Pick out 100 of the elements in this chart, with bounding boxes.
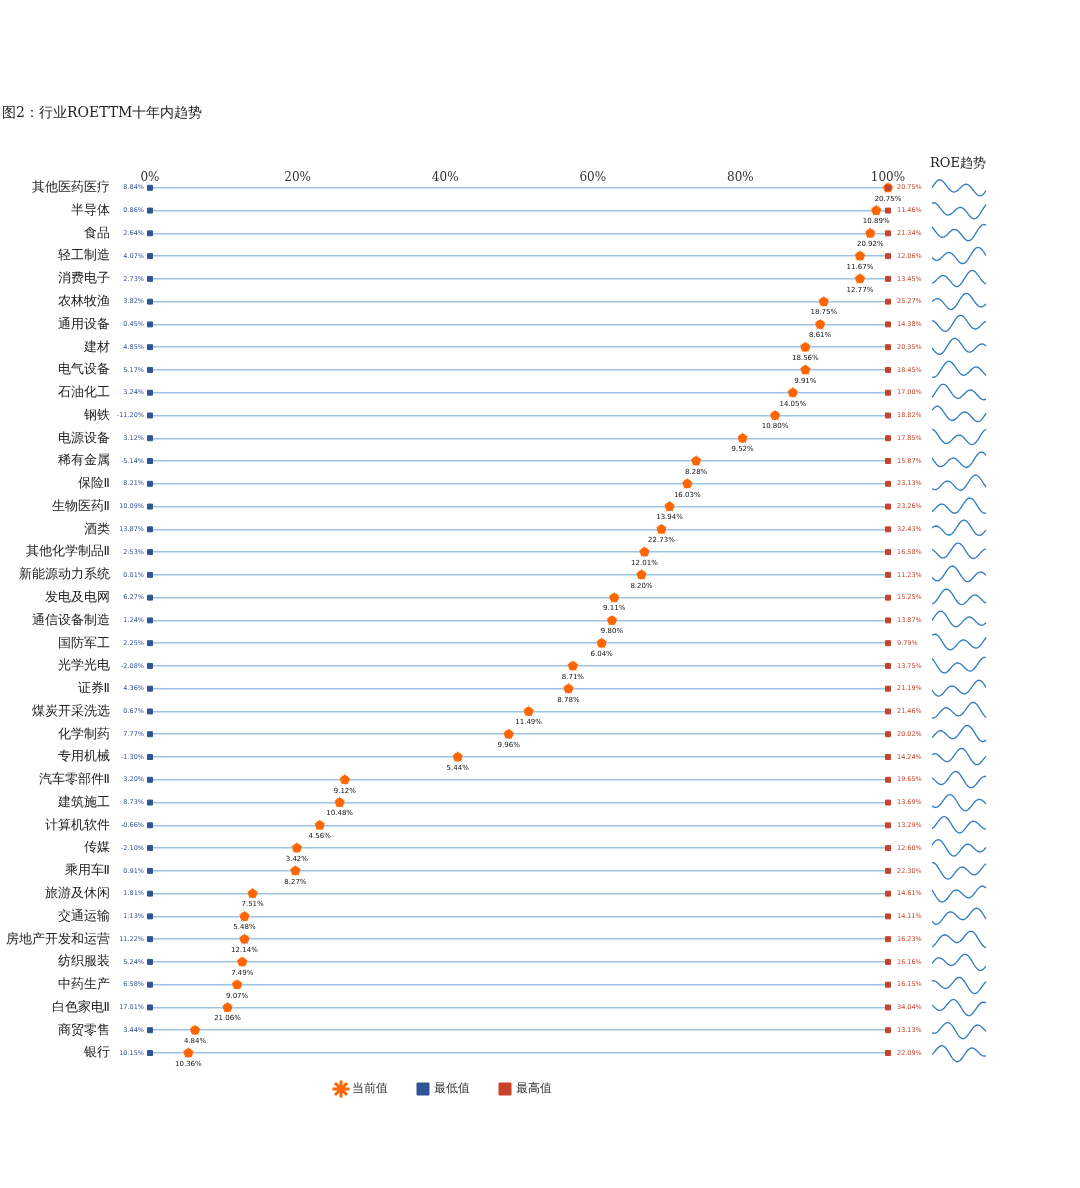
point (147, 936, 153, 943)
point (147, 1004, 153, 1011)
y-tick-label: 乘用车Ⅱ (64, 862, 110, 878)
y-tick-label: 食品 (84, 224, 110, 240)
point (885, 480, 891, 487)
point (147, 799, 153, 806)
point (885, 640, 891, 647)
point (147, 776, 153, 783)
point (147, 389, 153, 396)
point (147, 571, 153, 578)
point (147, 458, 153, 464)
point (147, 754, 153, 760)
point (147, 435, 153, 442)
point (885, 366, 891, 373)
point (147, 867, 153, 874)
y-tick-label: 生物医药Ⅱ (51, 497, 110, 513)
point (147, 1050, 153, 1056)
point (147, 207, 153, 214)
point (147, 981, 153, 988)
y-tick-label: 新能源动力系统 (19, 566, 110, 582)
y-tick-label: 交通运输 (58, 907, 110, 923)
point (147, 526, 153, 533)
point (885, 958, 891, 965)
y-tick-label: 白色家电Ⅱ (51, 998, 110, 1014)
point (147, 549, 153, 556)
point (147, 253, 153, 260)
y-tick-label: 通用设备 (58, 315, 110, 331)
y-tick-label: 煤炭开采洗选 (32, 702, 110, 718)
x-tick-label: 60% (579, 169, 607, 184)
point (885, 1027, 891, 1034)
point (885, 1004, 891, 1011)
point (147, 412, 153, 419)
point (885, 936, 891, 943)
point (885, 1050, 891, 1056)
point (147, 275, 153, 282)
y-tick-label: 电气设备 (58, 361, 110, 377)
point (885, 731, 891, 738)
point (147, 822, 153, 829)
y-tick-label: 传媒 (84, 839, 110, 855)
point (885, 344, 891, 351)
y-tick-label: 化学制药 (58, 725, 110, 741)
point (147, 366, 153, 373)
y-tick-label: 轻工制造 (58, 247, 110, 263)
y-tick-label: 计算机软件 (45, 816, 110, 832)
point (147, 708, 153, 715)
y-tick-label: 旅游及休闲 (45, 885, 110, 900)
y-tick-label: 中药生产 (58, 976, 110, 992)
y-tick-label: 专用机械 (58, 748, 110, 764)
y-tick-label: 建材 (83, 338, 110, 354)
point (885, 230, 891, 237)
y-tick-label: 电源设备 (58, 429, 110, 445)
point (885, 389, 891, 396)
point (885, 867, 891, 874)
point (885, 435, 891, 442)
legend-label: 最低值 (434, 1081, 470, 1096)
y-tick-label: 保险Ⅱ (77, 475, 110, 491)
chart-title: 图2：行业ROETTM十年内趋势 (2, 104, 203, 122)
point (147, 731, 153, 738)
point (885, 571, 891, 578)
point (885, 207, 891, 214)
point (147, 321, 153, 328)
x-tick-label: 0% (140, 169, 160, 184)
point (885, 662, 891, 669)
point (885, 822, 891, 829)
point (885, 253, 891, 260)
y-tick-label: 商贸零售 (58, 1021, 110, 1037)
y-tick-label: 其他医药医疗 (32, 179, 110, 195)
point (885, 708, 891, 715)
y-tick-label: 建筑施工 (57, 793, 110, 809)
point (147, 845, 153, 852)
point (147, 662, 153, 669)
y-tick-label: 通信设备制造 (32, 611, 110, 627)
point (885, 549, 891, 556)
x-tick-label: 40% (431, 169, 459, 184)
y-tick-label: 稀有金属 (58, 452, 110, 468)
y-tick-label: 半导体 (71, 201, 110, 217)
point (885, 594, 891, 601)
point (885, 890, 891, 897)
y-tick-label: 石油化工 (58, 384, 110, 400)
point (885, 845, 891, 852)
point (885, 913, 891, 920)
point (147, 958, 153, 965)
y-tick-label: 消费电子 (58, 270, 110, 286)
legend-label: 当前值 (352, 1081, 388, 1096)
point (885, 685, 891, 692)
point (147, 184, 153, 191)
point (885, 526, 891, 533)
y-tick-label: 发电及电网 (45, 589, 110, 605)
y-tick-label: 国防军工 (58, 634, 110, 650)
point (885, 776, 891, 783)
text: ROE趋势 (930, 154, 986, 172)
point (885, 321, 891, 328)
point (147, 344, 153, 351)
point (885, 458, 891, 464)
y-tick-label: 证券Ⅱ (77, 680, 110, 696)
y-tick-label: 其他化学制品Ⅱ (25, 543, 110, 559)
point (147, 685, 153, 692)
point (147, 480, 153, 487)
point (885, 617, 891, 624)
point (147, 640, 153, 647)
